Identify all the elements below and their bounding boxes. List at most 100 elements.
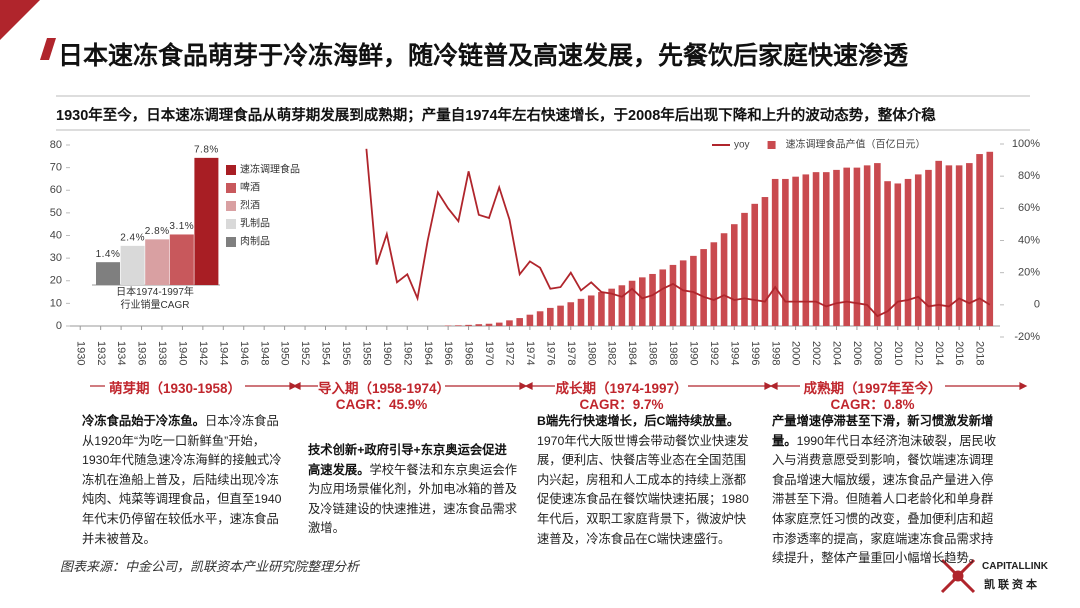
x-tick-label: 1956 (340, 341, 352, 365)
logo-icon (940, 558, 976, 594)
bar (751, 203, 759, 326)
inset-value-label: 1.4% (96, 249, 121, 260)
logo-cn: 凯联资本 (984, 579, 1040, 591)
phase-title: 成熟期（1997年至今） (803, 381, 942, 396)
x-tick-label: 1940 (177, 341, 189, 365)
bar (863, 165, 871, 326)
phase-title: 导入期（1958-1974） (318, 381, 451, 396)
phase-cagr: CAGR：45.9% (335, 397, 428, 412)
lead: B端先行快速增长，后C端持续放量。 (537, 414, 740, 428)
bar (567, 302, 575, 326)
x-tick-label: 1930 (74, 341, 86, 365)
bar (843, 167, 851, 326)
y-tick-label: 80 (50, 139, 62, 151)
x-tick-label: 1946 (238, 341, 250, 365)
bar (547, 307, 554, 326)
bar (945, 165, 953, 326)
bar (495, 322, 503, 326)
logo-name: CAPITALLINK (982, 561, 1048, 572)
x-tick-label: 1944 (217, 341, 229, 365)
bar (935, 160, 942, 326)
x-tick-label: 1966 (442, 341, 454, 365)
bar (577, 298, 585, 326)
x-tick-label: 1964 (422, 341, 434, 365)
y2-tick-label: 20% (1018, 267, 1040, 279)
bar (833, 169, 840, 326)
bar (874, 163, 881, 326)
y2-tick-label: 100% (1012, 138, 1040, 150)
bar (792, 176, 799, 326)
x-tick-label: 2008 (871, 341, 883, 365)
lead: 技术创新+政府引导+东京奥运会促进高速发展。 (308, 443, 507, 477)
y-tick-label: 20 (50, 275, 62, 287)
bar (669, 264, 677, 326)
bar (782, 178, 789, 326)
bar (710, 242, 718, 326)
x-tick-label: 1950 (279, 341, 291, 365)
bar (587, 295, 595, 326)
x-tick-label: 1958 (360, 341, 372, 365)
body: 日本冷冻食品从1920年“为吃一口新鲜鱼”开始，1930年代随急速冷冻海鲜的接触… (82, 414, 282, 546)
x-tick-label: 1980 (585, 341, 597, 365)
x-tick-label: 1976 (544, 341, 556, 365)
bar (720, 233, 728, 326)
inset-value-label: 2.4% (120, 233, 145, 244)
bar (690, 255, 697, 326)
x-tick-label: 2000 (790, 341, 802, 365)
inset-value-label: 7.8% (194, 145, 219, 156)
bar (608, 288, 615, 326)
x-tick-label: 1954 (320, 341, 332, 365)
legend-label: yoy (734, 140, 750, 151)
lead: 产量增速停滞甚至下滑，新习惯激发新增量。 (772, 414, 994, 448)
bar (894, 183, 902, 326)
bar (618, 285, 626, 326)
bar (485, 323, 493, 326)
bar (465, 324, 472, 326)
x-tick-label: 1932 (95, 341, 107, 365)
bar (455, 325, 462, 326)
x-tick-label: 2002 (810, 341, 822, 365)
y2-tick-label: 60% (1018, 202, 1040, 214)
inset-bar (145, 239, 170, 285)
inset-bar (120, 245, 145, 285)
legend-swatch (226, 201, 236, 211)
x-tick-label: 1994 (728, 341, 740, 365)
phase-text: B端先行快速增长，后C端持续放量。 1970年代大阪世博会带动餐饮业快速发展，便利… (537, 412, 755, 549)
x-tick-label: 1990 (688, 341, 700, 365)
y2-tick-label: 80% (1018, 170, 1040, 182)
slide-title: 日本速冻食品萌芽于冷冻海鲜，随冷链普及高速发展，先餐饮后家庭快速渗透 (58, 42, 909, 70)
body: 1990年代日本经济泡沫破裂，居民收入与消费意愿受到影响，餐饮端速冻调理食品增速… (772, 433, 997, 566)
x-tick-label: 2004 (831, 341, 843, 365)
x-tick-label: 2010 (892, 341, 904, 365)
phase-text: 技术创新+政府引导+东京奥运会促进高速发展。学校午餐法和东京奥运会作为应用场景催… (308, 441, 518, 539)
bar (700, 249, 707, 326)
x-tick-label: 1936 (136, 341, 148, 365)
y2-tick-label: -20% (1014, 331, 1040, 343)
inset-bar (194, 157, 219, 285)
bar (639, 277, 646, 326)
legend-label: 肉制品 (240, 235, 270, 248)
lead: 冷冻食品始于冷冻鱼。 (82, 414, 205, 428)
bar (904, 178, 912, 326)
slide-subtitle: 1930年至今，日本速冻调理食品从萌芽期发展到成熟期；产量自1974年左右快速增… (56, 108, 936, 124)
bar (506, 320, 513, 326)
legend-swatch (226, 183, 236, 193)
phase-title: 萌芽期（1930-1958） (108, 381, 242, 396)
bar (526, 314, 534, 326)
legend-label: 啤酒 (240, 182, 260, 194)
bar (679, 260, 687, 326)
x-tick-label: 1938 (156, 341, 168, 365)
body: 1970年代大阪世博会带动餐饮业快速发展，便利店、快餐店等业态在全国范围内兴起，… (537, 433, 749, 546)
legend-swatch (226, 237, 236, 247)
bar (475, 324, 483, 326)
bar (822, 172, 830, 326)
y-tick-label: 60 (50, 184, 62, 196)
bar (812, 172, 820, 326)
phase-arrows (90, 382, 1028, 390)
x-tick-label: 1972 (504, 341, 516, 365)
bar (516, 318, 523, 326)
x-tick-label: 1996 (749, 341, 761, 365)
inset-bar (169, 234, 194, 285)
phase-title: 成长期（1974-1997） (555, 381, 688, 396)
